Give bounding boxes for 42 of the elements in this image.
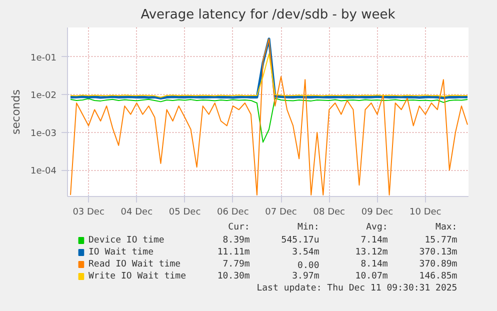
- text: 7.79m: [222, 260, 250, 270]
- text: 13.12m: [355, 248, 388, 258]
- y-tick-label: 1e-01: [30, 53, 57, 64]
- text: 10.30m: [217, 272, 250, 282]
- text: 0.00: [298, 261, 320, 271]
- text: 8.39m: [222, 236, 250, 246]
- x-tick-label: 09 Dec: [361, 208, 394, 218]
- x-tick-label: 05 Dec: [168, 208, 201, 218]
- text: 146.85m: [419, 272, 458, 282]
- x-tick-label: 07 Dec: [265, 208, 297, 218]
- text: 15.77m: [424, 236, 458, 246]
- text: 3.97m: [292, 272, 320, 282]
- y-tick-label: 1e-04: [30, 166, 57, 177]
- y-axis-title: seconds: [10, 89, 23, 134]
- text: Cur:: [228, 222, 250, 232]
- x-tick-label: 10 Dec: [410, 208, 442, 218]
- text: 3.54m: [292, 248, 320, 258]
- line-series: [70, 38, 468, 196]
- text: 370.13m: [419, 248, 458, 258]
- text: 370.89m: [419, 260, 458, 270]
- text: 545.17u: [281, 236, 320, 246]
- y-tick-label: 1e-02: [30, 91, 57, 102]
- text: 11.11m: [217, 248, 250, 258]
- text: Max:: [436, 222, 458, 232]
- text: Last update: Thu Dec 11 09:30:31 2025: [256, 284, 458, 294]
- x-tick-label: 03 Dec: [72, 208, 104, 218]
- text: Avg:: [366, 222, 388, 232]
- text: 7.14m: [360, 236, 388, 246]
- legend-label: Write IO Wait time: [88, 272, 186, 282]
- chart-title: Average latency for /dev/sdb - by week: [140, 8, 396, 22]
- x-tick-label: 08 Dec: [313, 208, 346, 218]
- legend-label: Read IO Wait time: [88, 260, 181, 270]
- x-tick-label: 06 Dec: [217, 208, 249, 218]
- line-series: [70, 53, 468, 98]
- y-tick-label: 1e-03: [30, 128, 57, 139]
- legend-label: Device IO time: [88, 236, 164, 246]
- text: Min:: [298, 222, 320, 232]
- x-tick-label: 04 Dec: [120, 208, 153, 218]
- line-series: [70, 98, 468, 143]
- legend-label: IO Wait time: [88, 248, 154, 258]
- text: 8.14m: [360, 260, 388, 270]
- text: 10.07m: [355, 272, 388, 282]
